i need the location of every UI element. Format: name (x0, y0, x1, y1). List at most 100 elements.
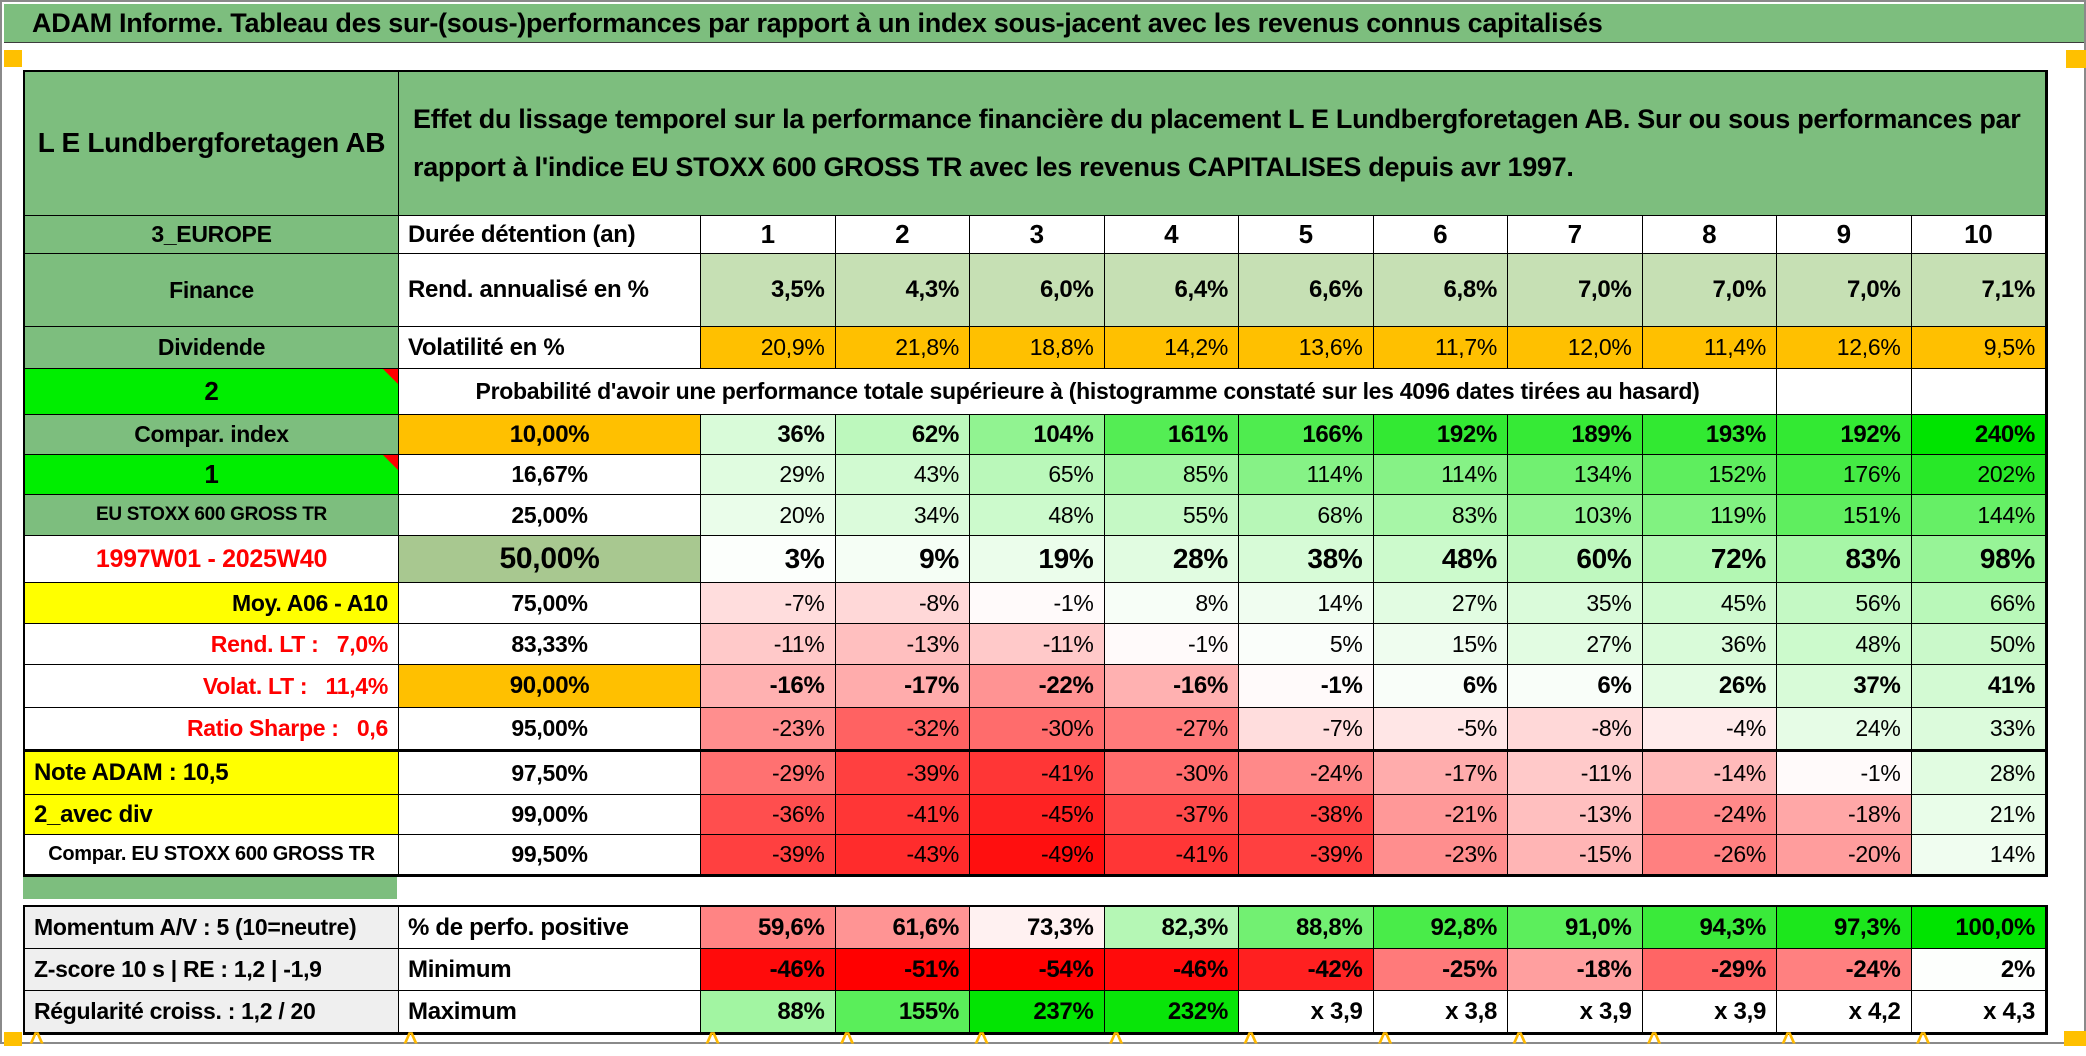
data-cell[interactable]: 36% (701, 415, 836, 455)
data-cell[interactable]: 19% (970, 536, 1105, 583)
data-cell[interactable]: 94,3% (1642, 907, 1777, 949)
data-cell[interactable]: 6,6% (1239, 254, 1374, 327)
data-cell[interactable]: 202% (1911, 455, 2046, 495)
data-cell[interactable]: 36% (1642, 624, 1777, 665)
data-cell[interactable]: 7,0% (1508, 254, 1643, 327)
row-label-cell[interactable]: 1997W01 - 2025W40 (25, 536, 399, 583)
data-cell[interactable]: 66% (1911, 583, 2046, 624)
data-cell[interactable]: 119% (1642, 495, 1777, 536)
data-cell[interactable]: 98% (1911, 536, 2046, 583)
row-label-cell[interactable]: 1 (25, 455, 399, 495)
data-cell[interactable]: -36% (701, 795, 836, 835)
data-cell[interactable]: 144% (1911, 495, 2046, 536)
data-cell[interactable]: -21% (1373, 795, 1508, 835)
data-cell[interactable]: -39% (1239, 835, 1374, 875)
data-cell[interactable]: x 4,3 (1911, 991, 2046, 1033)
data-cell[interactable]: -29% (1642, 949, 1777, 991)
row-header-cell[interactable]: 16,67% (399, 455, 701, 495)
data-cell[interactable]: -14% (1642, 752, 1777, 795)
data-cell[interactable]: -42% (1239, 949, 1374, 991)
data-cell[interactable]: 176% (1777, 455, 1912, 495)
data-cell[interactable]: 237% (970, 991, 1105, 1033)
row-label-cell[interactable]: Ratio Sharpe : 0,6 (25, 708, 399, 752)
sheet-title[interactable]: ADAM Informe. Tableau des sur-(sous-)per… (4, 4, 2084, 43)
data-cell[interactable]: 2% (1911, 949, 2046, 991)
row-header-cell[interactable]: Durée détention (an) (399, 216, 701, 254)
data-cell[interactable]: 8% (1104, 583, 1239, 624)
data-cell[interactable]: -17% (835, 665, 970, 708)
data-cell[interactable]: -46% (701, 949, 836, 991)
row-label-cell[interactable]: Finance (25, 254, 399, 327)
data-cell[interactable]: 61,6% (835, 907, 970, 949)
data-cell[interactable]: x 3,9 (1642, 991, 1777, 1033)
data-cell[interactable]: -41% (835, 795, 970, 835)
data-cell[interactable]: -11% (701, 624, 836, 665)
data-cell[interactable]: -38% (1239, 795, 1374, 835)
data-cell[interactable]: 26% (1642, 665, 1777, 708)
data-cell[interactable]: 5% (1239, 624, 1374, 665)
data-cell[interactable]: 50% (1911, 624, 2046, 665)
data-cell[interactable]: 3,5% (701, 254, 836, 327)
data-cell[interactable]: 73,3% (970, 907, 1105, 949)
row-label-cell[interactable]: Dividende (25, 327, 399, 369)
data-cell[interactable]: 33% (1911, 708, 2046, 752)
row-header-cell[interactable]: % de perfo. positive (399, 907, 701, 949)
data-cell[interactable]: 104% (970, 415, 1105, 455)
data-cell[interactable]: -30% (970, 708, 1105, 752)
data-cell[interactable]: 85% (1104, 455, 1239, 495)
row-header-cell[interactable]: 10,00% (399, 415, 701, 455)
data-cell[interactable]: 13,6% (1239, 327, 1374, 369)
row-header-cell[interactable]: 99,00% (399, 795, 701, 835)
row-label-cell[interactable]: EU STOXX 600 GROSS TR (25, 495, 399, 536)
data-cell[interactable]: 56% (1777, 583, 1912, 624)
data-cell[interactable]: -1% (1104, 624, 1239, 665)
description-cell[interactable]: Effet du lissage temporel sur la perform… (399, 72, 2046, 216)
data-cell[interactable]: 20% (701, 495, 836, 536)
data-cell[interactable]: 161% (1104, 415, 1239, 455)
data-cell[interactable]: 5 (1239, 216, 1374, 254)
data-cell[interactable]: -43% (835, 835, 970, 875)
data-cell[interactable]: 114% (1373, 455, 1508, 495)
data-cell[interactable]: 20,9% (701, 327, 836, 369)
data-cell[interactable]: -46% (1104, 949, 1239, 991)
data-cell[interactable]: 7,0% (1777, 254, 1912, 327)
empty-cell[interactable] (1777, 369, 1912, 415)
data-cell[interactable]: 10 (1911, 216, 2046, 254)
data-cell[interactable]: 28% (1104, 536, 1239, 583)
data-cell[interactable]: 43% (835, 455, 970, 495)
empty-cell[interactable] (1911, 369, 2046, 415)
data-cell[interactable]: -24% (1642, 795, 1777, 835)
data-cell[interactable]: 134% (1508, 455, 1643, 495)
data-cell[interactable]: -23% (701, 708, 836, 752)
data-cell[interactable]: 14% (1239, 583, 1374, 624)
row-header-cell[interactable]: Volatilité en % (399, 327, 701, 369)
data-cell[interactable]: 3% (701, 536, 836, 583)
row-label-cell[interactable]: Volat. LT : 11,4% (25, 665, 399, 708)
data-cell[interactable]: -8% (1508, 708, 1643, 752)
data-cell[interactable]: -41% (1104, 835, 1239, 875)
data-cell[interactable]: 240% (1911, 415, 2046, 455)
data-cell[interactable]: 193% (1642, 415, 1777, 455)
data-cell[interactable]: -23% (1373, 835, 1508, 875)
data-cell[interactable]: -7% (701, 583, 836, 624)
data-cell[interactable]: 6,0% (970, 254, 1105, 327)
data-cell[interactable]: 155% (835, 991, 970, 1033)
row-label-cell[interactable]: Compar. EU STOXX 600 GROSS TR (25, 835, 399, 875)
data-cell[interactable]: 7 (1508, 216, 1643, 254)
data-cell[interactable]: 35% (1508, 583, 1643, 624)
row-header-cell[interactable]: 90,00% (399, 665, 701, 708)
data-cell[interactable]: 100,0% (1911, 907, 2046, 949)
data-cell[interactable]: x 3,9 (1239, 991, 1374, 1033)
data-cell[interactable]: -20% (1777, 835, 1912, 875)
data-cell[interactable]: -39% (835, 752, 970, 795)
row-header-cell[interactable]: 50,00% (399, 536, 701, 583)
data-cell[interactable]: -8% (835, 583, 970, 624)
data-cell[interactable]: 82,3% (1104, 907, 1239, 949)
data-cell[interactable]: 45% (1642, 583, 1777, 624)
data-cell[interactable]: 3 (970, 216, 1105, 254)
data-cell[interactable]: -24% (1777, 949, 1912, 991)
row-label-cell[interactable]: Momentum A/V : 5 (10=neutre) (25, 907, 399, 949)
row-header-cell[interactable]: Minimum (399, 949, 701, 991)
data-cell[interactable]: 21% (1911, 795, 2046, 835)
data-cell[interactable]: 65% (970, 455, 1105, 495)
